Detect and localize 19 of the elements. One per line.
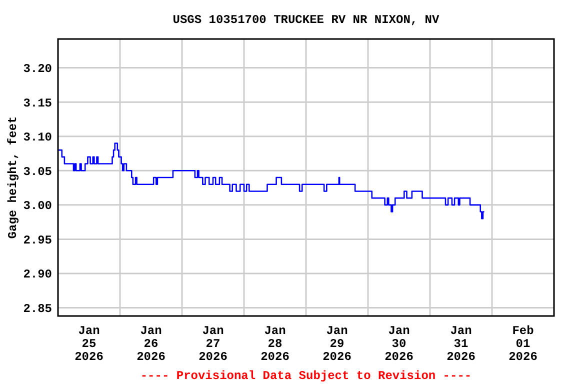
- y-tick-label: 3.10: [23, 130, 52, 145]
- y-tick-label: 3.05: [23, 164, 52, 179]
- x-tick-label: Jan 28 2026: [260, 324, 290, 364]
- chart-title: USGS 10351700 TRUCKEE RV NR NIXON, NV: [172, 13, 440, 27]
- x-tick-label: Jan 27 2026: [198, 324, 228, 364]
- x-tick-label: Jan 29 2026: [322, 324, 352, 364]
- y-tick-label: 2.95: [23, 233, 52, 248]
- y-tick-label: 3.20: [23, 62, 52, 76]
- text: ---- Provisional Data Subject to Revision ----: [140, 369, 472, 383]
- y-tick-label: 2.90: [23, 268, 52, 282]
- y-tick-label: 3.15: [23, 96, 52, 110]
- x-tick-label: Feb 01 2026: [508, 324, 538, 364]
- x-tick-label: Jan 30 2026: [384, 324, 414, 364]
- x-tick-label: Jan 26 2026: [136, 324, 166, 364]
- y-axis-title: Gage height, feet: [6, 116, 20, 239]
- x-tick-label: Jan 31 2026: [446, 324, 476, 364]
- y-tick-label: 3.00: [23, 199, 52, 214]
- x-tick-label: Jan 25 2026: [74, 324, 104, 364]
- y-tick-label: 2.85: [23, 302, 52, 316]
